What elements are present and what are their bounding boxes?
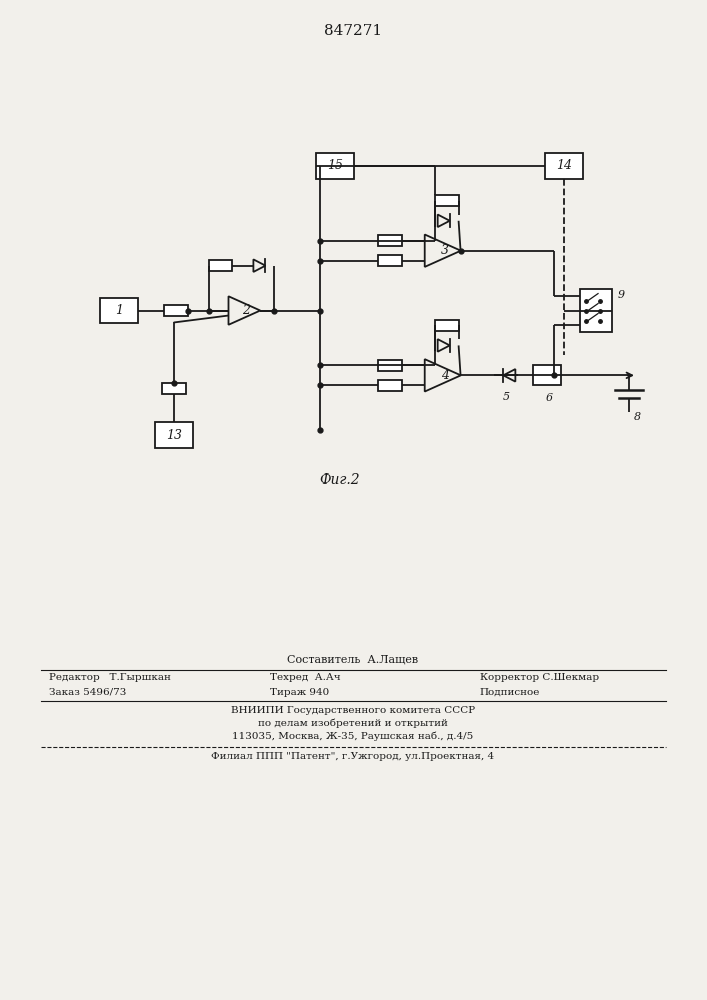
Text: Корректор С.Шекмар: Корректор С.Шекмар bbox=[479, 673, 599, 682]
Text: 113035, Москва, Ж-35, Раушская наб., д.4/5: 113035, Москва, Ж-35, Раушская наб., д.4… bbox=[233, 732, 474, 741]
Bar bbox=[155, 422, 192, 448]
Bar bbox=[378, 235, 402, 246]
Bar bbox=[100, 298, 138, 323]
Text: 1: 1 bbox=[115, 304, 123, 317]
Bar bbox=[162, 383, 186, 394]
Text: Фиг.2: Фиг.2 bbox=[320, 473, 361, 487]
Text: 2: 2 bbox=[242, 304, 250, 317]
Bar bbox=[164, 305, 187, 316]
Bar bbox=[533, 365, 561, 385]
Text: Редактор   Т.Гыршкан: Редактор Т.Гыршкан bbox=[49, 673, 171, 682]
Text: 3: 3 bbox=[440, 244, 449, 257]
Bar bbox=[316, 153, 354, 179]
Text: 5: 5 bbox=[503, 392, 510, 402]
Text: 4: 4 bbox=[440, 369, 449, 382]
Text: Техред  А.Ач: Техред А.Ач bbox=[270, 673, 341, 682]
Text: 6: 6 bbox=[546, 393, 553, 403]
Text: Тираж 940: Тираж 940 bbox=[270, 688, 329, 697]
Text: ВНИИПИ Государственного комитета СССР: ВНИИПИ Государственного комитета СССР bbox=[231, 706, 475, 715]
Text: по делам изобретений и открытий: по делам изобретений и открытий bbox=[258, 719, 448, 728]
Bar bbox=[435, 195, 459, 206]
Text: 847271: 847271 bbox=[324, 24, 382, 38]
Text: Филиал ППП "Патент", г.Ужгород, ул.Проектная, 4: Филиал ППП "Патент", г.Ужгород, ул.Проек… bbox=[211, 752, 495, 761]
Bar bbox=[580, 289, 612, 332]
Text: 14: 14 bbox=[556, 159, 572, 172]
Text: 15: 15 bbox=[327, 159, 343, 172]
Text: Заказ 5496/73: Заказ 5496/73 bbox=[49, 688, 127, 697]
Bar bbox=[378, 255, 402, 266]
Bar bbox=[435, 320, 459, 331]
Bar bbox=[378, 360, 402, 371]
Text: Составитель  А.Лащев: Составитель А.Лащев bbox=[288, 655, 419, 665]
Bar bbox=[378, 380, 402, 391]
Bar bbox=[545, 153, 583, 179]
Text: 13: 13 bbox=[165, 429, 182, 442]
Text: Подписное: Подписное bbox=[479, 688, 540, 697]
Text: 8: 8 bbox=[634, 412, 641, 422]
Text: 9: 9 bbox=[618, 290, 625, 300]
Bar bbox=[209, 260, 233, 271]
